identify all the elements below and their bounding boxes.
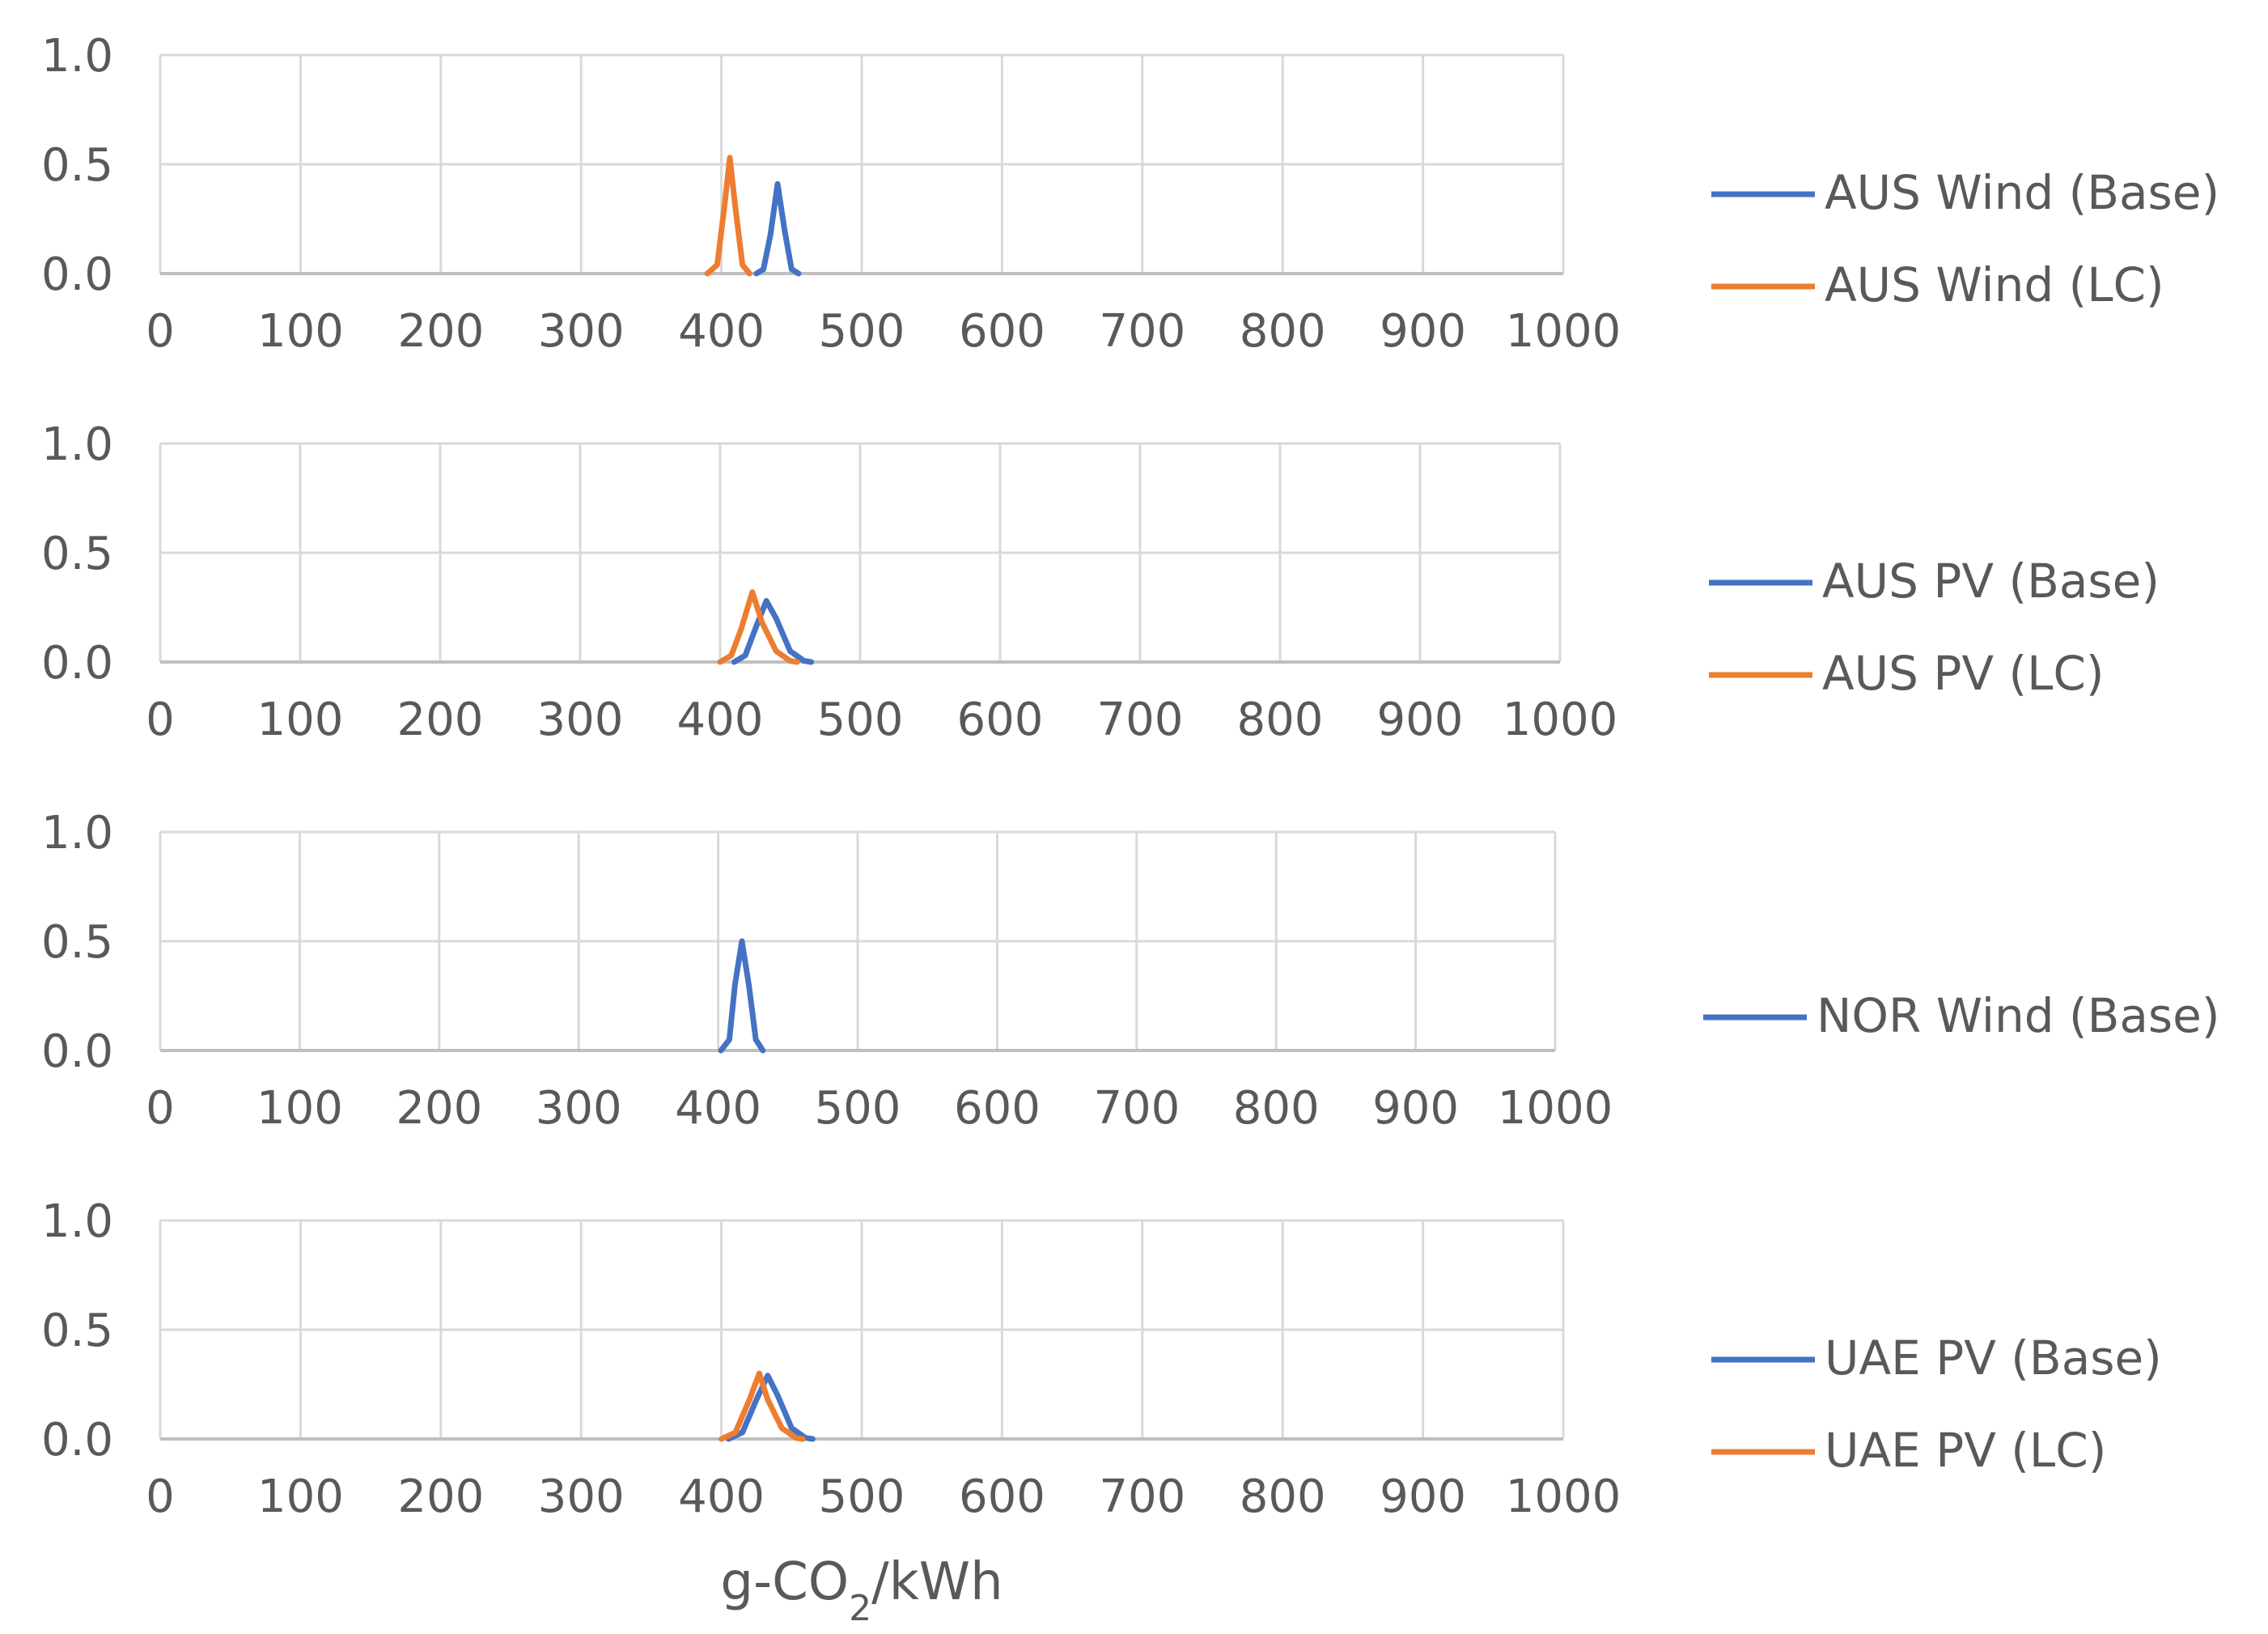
x-tick-label: 500 (817, 694, 904, 746)
y-tick-label: 0.5 (41, 528, 113, 580)
x-tick-label: 0 (146, 305, 175, 358)
x-tick-label: 1000 (1506, 305, 1622, 358)
y-tick-label: 1.0 (41, 418, 113, 471)
x-tick-label: 500 (819, 305, 905, 358)
x-tick-label: 400 (677, 694, 764, 746)
x-tick-label: 600 (954, 1082, 1041, 1135)
x-tick-label: 700 (1099, 305, 1185, 358)
y-tick-label: 0.5 (41, 916, 113, 969)
x-tick-label: 0 (146, 1082, 175, 1135)
x-tick-label: 100 (256, 1082, 343, 1135)
x-tick-label: 1000 (1506, 1471, 1622, 1523)
x-tick-label: 300 (538, 1471, 625, 1523)
x-tick-label: 600 (959, 305, 1045, 358)
x-tick-label: 700 (1099, 1471, 1185, 1523)
x-tick-label: 900 (1380, 1471, 1466, 1523)
y-tick-label: 0.5 (41, 139, 113, 192)
x-tick-label: 200 (397, 694, 484, 746)
y-tick-label: 1.0 (41, 1195, 113, 1248)
series-line (731, 597, 814, 665)
legend-label: AUS Wind (Base) (1825, 165, 2219, 220)
y-tick-label: 0.0 (41, 1025, 113, 1078)
legend-label: UAE PV (LC) (1825, 1423, 2106, 1478)
chart-panels: 0 100 200 300 400 500 600 700 800 900 10000.00.51.… (41, 30, 2220, 1523)
x-tick-label: 600 (957, 694, 1044, 746)
x-tick-label: 100 (257, 1471, 344, 1523)
chart-panel-3: 0 100 200 300 400 500 600 700 800 900 1000 0.0 0.5 1.… (41, 807, 2220, 1135)
y-tick-label: 0.0 (41, 637, 113, 690)
x-tick-label: 900 (1377, 694, 1464, 746)
x-tick-label: 1000 (1498, 1082, 1613, 1135)
x-tick-label: 700 (1093, 1082, 1180, 1135)
legend-label: AUS Wind (LC) (1825, 257, 2164, 312)
legend-label: UAE PV (Base) (1825, 1331, 2162, 1386)
x-tick-label: 800 (1240, 1471, 1326, 1523)
x-tick-label: 600 (959, 1471, 1045, 1523)
chart-panel-2: 0 100 200 300 400 500 600 700 800 900 1000 0.0 0.5 1.… (41, 418, 2160, 746)
x-axis-label: g-CO2/kWh (720, 1552, 1003, 1629)
x-tick-label: 400 (675, 1082, 761, 1135)
x-tick-label: 300 (537, 694, 624, 746)
x-tick-label: 800 (1237, 694, 1324, 746)
y-tick-label: 0.0 (41, 1414, 113, 1466)
legend-label: NOR Wind (Base) (1817, 988, 2219, 1043)
x-tick-label: 700 (1097, 694, 1184, 746)
x-tick-label: 400 (678, 305, 765, 358)
x-tick-label: 500 (815, 1082, 901, 1135)
x-tick-label: 0 (146, 694, 175, 746)
series-line (718, 938, 766, 1054)
y-tick-label: 0.0 (41, 248, 113, 301)
x-tick-label: 200 (397, 1471, 484, 1523)
series-line (753, 180, 802, 277)
chart-panel-1: 0 100 200 300 400 500 600 700 800 900 1000 0.0 0.5 1.… (41, 30, 2219, 358)
legend-label: AUS PV (LC) (1822, 646, 2105, 701)
x-tick-label: 800 (1233, 1082, 1320, 1135)
y-tick-label: 0.5 (41, 1305, 113, 1357)
x-tick-label: 100 (257, 694, 344, 746)
x-tick-label: 1000 (1503, 694, 1618, 746)
legend-label: AUS PV (Base) (1822, 554, 2160, 609)
x-tick-label: 200 (397, 305, 484, 358)
x-tick-label: 400 (678, 1471, 765, 1523)
x-tick-label: 300 (536, 1082, 622, 1135)
chart-panel-4: 0 100 200 300 400 500 600 700 800 900 1000 0.0 0.5 1.… (41, 1195, 2162, 1523)
x-tick-label: 0 (146, 1471, 175, 1523)
series-line (717, 589, 800, 665)
series-line (704, 155, 752, 277)
x-tick-label: 900 (1380, 305, 1466, 358)
y-tick-label: 1.0 (41, 30, 113, 83)
x-tick-label: 200 (396, 1082, 482, 1135)
y-tick-label: 1.0 (41, 807, 113, 859)
x-tick-label: 300 (538, 305, 625, 358)
x-tick-label: 800 (1240, 305, 1326, 358)
series-line (719, 1370, 806, 1442)
x-tick-label: 100 (257, 305, 344, 358)
x-tick-label: 500 (819, 1471, 905, 1523)
x-tick-label: 900 (1372, 1082, 1459, 1135)
